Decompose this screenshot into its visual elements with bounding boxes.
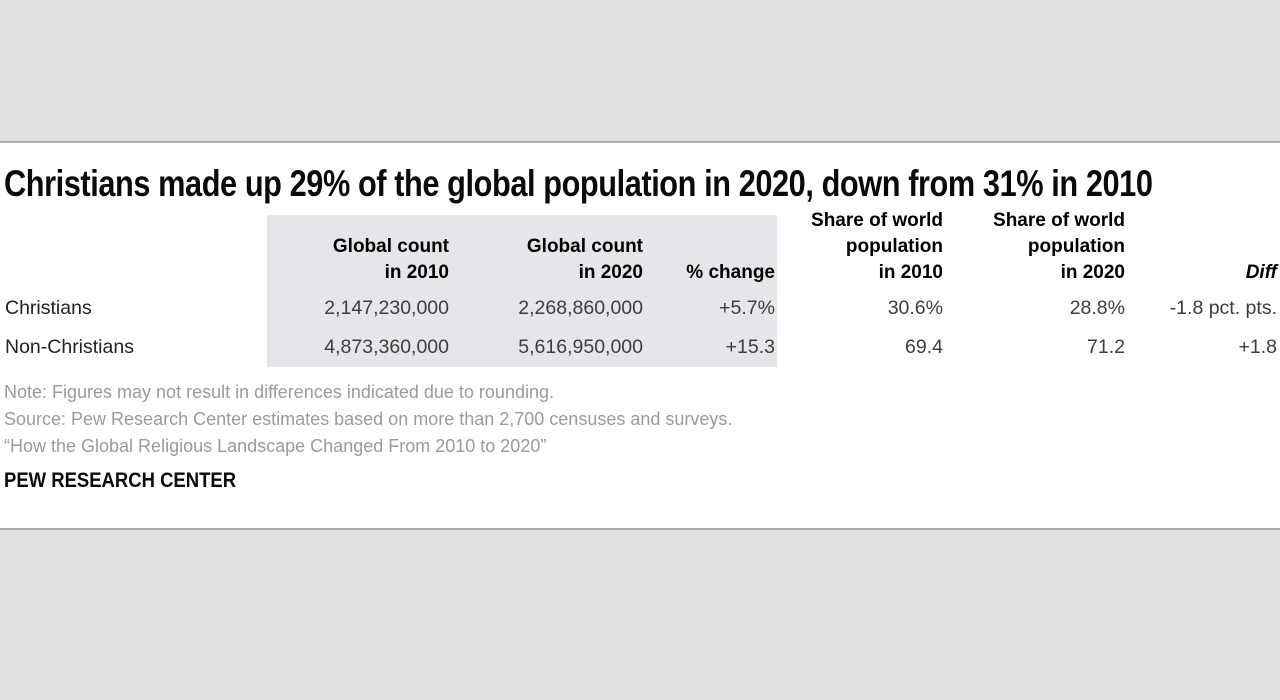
cell-non-christians-pct-change: +15.3: [643, 328, 777, 367]
row-label-christians: Christians: [5, 297, 92, 319]
citation-line: “How the Global Religious Landscape Chan…: [4, 436, 547, 456]
pew-research-center-wordmark-text: PEW RESEARCH CENTER: [4, 469, 237, 492]
religion-population-table: Global count in 2010 Global count in 202…: [5, 210, 1278, 367]
cell-non-christians-global-count-2010: 4,873,360,000: [267, 328, 449, 367]
col-header-empty: [5, 215, 267, 289]
cell-non-christians-share-2010: 69.4: [905, 336, 943, 358]
cell-christians-pct-change: +5.7%: [643, 289, 777, 328]
footnotes: Note: Figures may not result in differen…: [4, 379, 732, 460]
source-line: Source: Pew Research Center estimates ba…: [4, 409, 733, 429]
cell-christians-diff: -1.8 pct. pts.: [1169, 297, 1277, 319]
cell-non-christians-diff: +1.8: [1238, 336, 1278, 358]
cell-christians-global-count-2020: 2,268,860,000: [449, 289, 643, 328]
cell-christians-share-2020: 28.8%: [1069, 297, 1125, 319]
cell-christians-global-count-2010: 2,147,230,000: [267, 289, 449, 328]
col-header-diff: Diff: [1245, 262, 1277, 283]
col-header-global-count-2010: Global count in 2010: [267, 215, 449, 289]
top-gray-band: [0, 0, 1280, 143]
cell-christians-share-2010: 30.6%: [887, 297, 943, 319]
chart-title: Christians made up 29% of the global pop…: [4, 164, 1280, 204]
col-header-pct-change: % change: [643, 215, 777, 289]
row-label-non-christians: Non-Christians: [5, 336, 134, 358]
pew-research-center-wordmark: PEW RESEARCH CENTER: [4, 469, 268, 493]
cell-non-christians-share-2020: 71.2: [1087, 336, 1125, 358]
cell-non-christians-global-count-2020: 5,616,950,000: [449, 328, 643, 367]
col-header-global-count-2020: Global count in 2020: [449, 215, 643, 289]
col-header-share-2020: Share of world population in 2020: [993, 210, 1125, 283]
note-line: Note: Figures may not result in differen…: [4, 382, 554, 402]
col-header-share-2010: Share of world population in 2010: [811, 210, 943, 283]
chart-title-text: Christians made up 29% of the global pop…: [4, 163, 1153, 204]
bottom-gray-band: [0, 528, 1280, 700]
